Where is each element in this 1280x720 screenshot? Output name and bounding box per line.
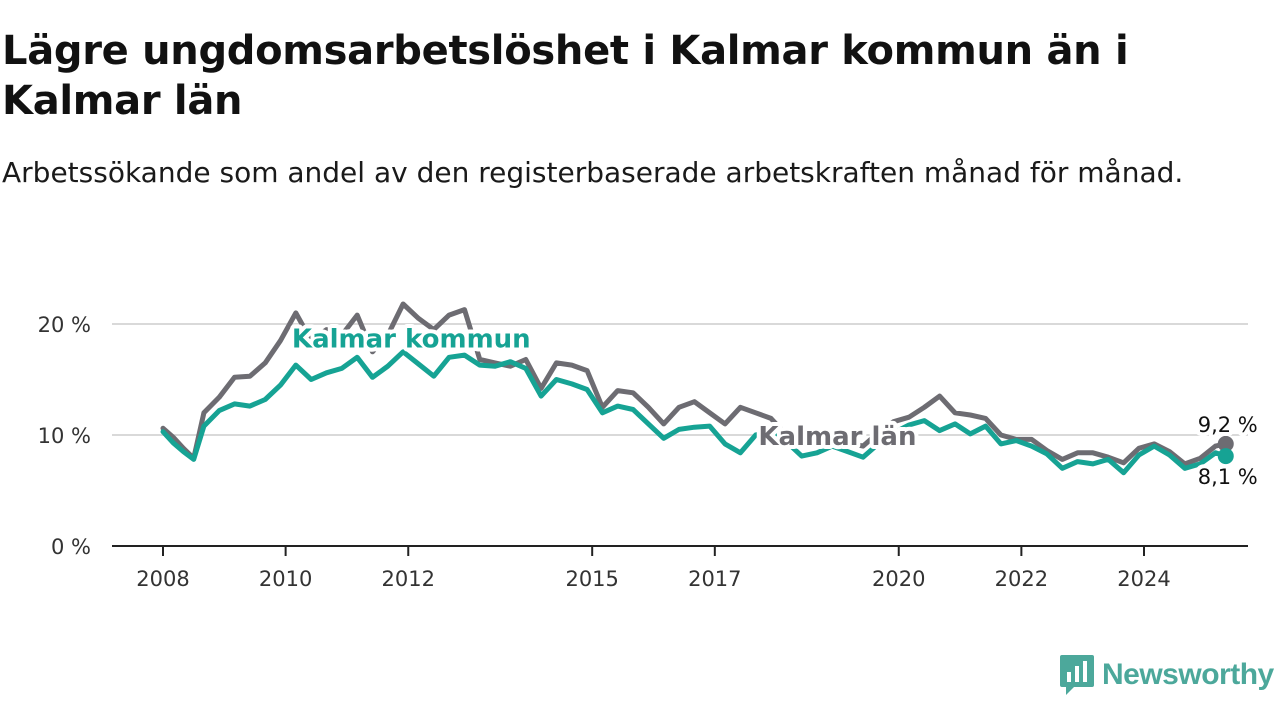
bar-chart-speech-bubble-icon <box>1060 655 1094 695</box>
x-tick-label: 2020 <box>872 567 925 591</box>
y-tick-label: 20 % <box>38 313 91 337</box>
series-line-lan <box>160 301 1229 467</box>
x-tick-label: 2015 <box>565 567 618 591</box>
series-label-lan: Kalmar län <box>758 422 916 452</box>
y-tick-label: 10 % <box>38 424 91 448</box>
y-axis-ticks: 0 % 10 % 20 % <box>38 313 91 559</box>
x-tick-label: 2022 <box>995 567 1048 591</box>
series-line-kommun <box>160 349 1229 476</box>
x-tick-label: 2012 <box>382 567 435 591</box>
series-label-lan-halo: Kalmar län <box>758 422 916 452</box>
x-tick-label: 2017 <box>688 567 741 591</box>
chart-title: Lägre ungdomsarbetslöshet i Kalmar kommu… <box>2 28 1129 124</box>
y-tick-label: 0 % <box>51 535 91 559</box>
brand-name: Newsworthy <box>1102 658 1274 691</box>
series-label-kommun-halo: Kalmar kommun <box>292 324 531 354</box>
end-point-kommun <box>1217 448 1234 465</box>
chart-subtitle: Arbetssökande som andel av den registerb… <box>2 156 1184 189</box>
x-tick-label: 2008 <box>136 567 189 591</box>
end-point-lan <box>1217 435 1234 452</box>
end-label-kommun-halo: 8,1 % <box>1198 465 1258 489</box>
x-tick-label: 2024 <box>1117 567 1170 591</box>
series-label-kommun: Kalmar kommun <box>292 324 531 354</box>
end-label-lan-halo: 9,2 % <box>1198 413 1258 437</box>
end-label-kommun: 8,1 % <box>1198 465 1258 489</box>
x-axis-ticks: 2008 2010 2012 2015 2017 2020 2022 2024 <box>136 546 1171 591</box>
newsworthy-logo: Newsworthy <box>1060 654 1274 696</box>
x-tick-label: 2010 <box>259 567 312 591</box>
end-label-lan: 9,2 % <box>1198 413 1258 437</box>
series-lines <box>160 301 1234 476</box>
